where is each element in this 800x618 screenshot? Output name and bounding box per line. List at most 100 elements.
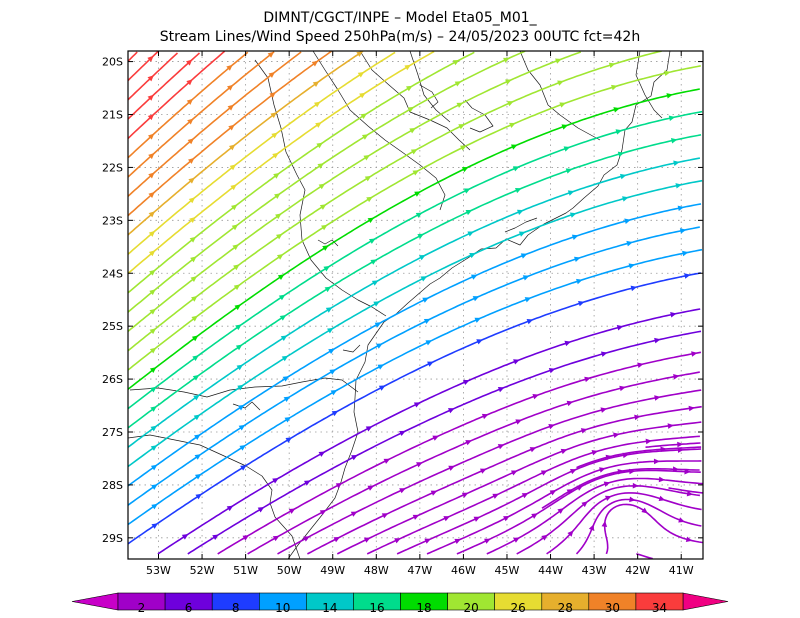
streamline-arrow bbox=[677, 205, 685, 212]
streamline-arrow bbox=[608, 62, 616, 69]
streamline-arrow bbox=[458, 124, 465, 130]
streamline-arrow bbox=[566, 400, 574, 407]
streamline-arrow bbox=[529, 447, 537, 453]
streamline-arrow bbox=[277, 274, 285, 280]
streamline bbox=[307, 405, 702, 555]
streamline-arrow bbox=[366, 196, 373, 203]
streamline bbox=[187, 330, 702, 555]
streamline-arrow bbox=[520, 253, 528, 259]
streamline-arrow bbox=[150, 406, 157, 412]
streamline-arrow bbox=[632, 482, 639, 489]
streamline-arrow bbox=[420, 276, 428, 282]
streamline-arrow bbox=[394, 538, 401, 544]
streamline-arrow bbox=[481, 413, 489, 420]
streamline-arrow bbox=[231, 204, 238, 211]
streamline bbox=[128, 51, 138, 62]
streamline-arrow bbox=[272, 478, 279, 484]
streamline-arrow bbox=[149, 269, 156, 276]
coastline-and-state-borders bbox=[128, 51, 671, 559]
streamline-arrow bbox=[330, 390, 338, 396]
streamline-arrow bbox=[518, 231, 526, 237]
streamline-arrow bbox=[278, 294, 286, 301]
streamline-arrow bbox=[187, 138, 194, 145]
streamline-arrow bbox=[351, 455, 358, 461]
streamline-arrow bbox=[194, 473, 202, 480]
lat-tick-label: 21S bbox=[102, 109, 123, 122]
streamline bbox=[128, 51, 275, 178]
streamline-arrow bbox=[274, 193, 281, 199]
streamline-arrow bbox=[272, 152, 279, 159]
streamline-arrow bbox=[232, 244, 239, 251]
streamline-arrow bbox=[235, 344, 243, 351]
streamline-arrow bbox=[150, 445, 158, 451]
streamline-arrow bbox=[613, 107, 620, 113]
streamline-arrow bbox=[467, 231, 474, 237]
streamline-arrow bbox=[226, 64, 233, 71]
streamline-arrow bbox=[272, 535, 280, 542]
streamline-arrow bbox=[605, 454, 613, 461]
streamline-arrow bbox=[658, 476, 665, 483]
streamline-arrow bbox=[285, 437, 293, 443]
streamline-arrow bbox=[413, 402, 421, 408]
streamline-arrow bbox=[367, 485, 375, 491]
streamline-arrow bbox=[561, 124, 569, 130]
streamline-arrow bbox=[312, 81, 320, 87]
streamline bbox=[366, 435, 700, 555]
streamline-arrow bbox=[510, 470, 518, 476]
streamline-arrow bbox=[584, 376, 591, 383]
streamline-arrow bbox=[188, 177, 195, 184]
streamline bbox=[645, 442, 701, 448]
streamline-arrow bbox=[430, 490, 438, 496]
streamline-arrow bbox=[512, 166, 520, 172]
streamline-arrow bbox=[367, 217, 375, 224]
streamline-arrow bbox=[509, 122, 516, 128]
streamline-arrow bbox=[350, 511, 358, 517]
streamline-arrow bbox=[324, 286, 332, 293]
streamline-arrow bbox=[492, 493, 499, 499]
streamline-arrow bbox=[427, 361, 434, 367]
streamline-arrow bbox=[319, 510, 327, 516]
border-line bbox=[519, 51, 601, 141]
streamline-arrow bbox=[514, 187, 522, 194]
streamline-arrow bbox=[516, 209, 524, 215]
streamline-arrow bbox=[147, 75, 154, 82]
streamline-arrow bbox=[424, 538, 431, 544]
streamline-arrow bbox=[288, 508, 296, 514]
streamline-arrow bbox=[151, 503, 158, 510]
streamline bbox=[128, 52, 201, 120]
border-line bbox=[342, 344, 361, 353]
streamline-arrow bbox=[513, 537, 520, 543]
streamline-arrow bbox=[399, 488, 406, 494]
streamline-arrow bbox=[268, 72, 275, 78]
streamline-arrow bbox=[151, 523, 158, 529]
streamline-arrow bbox=[452, 60, 460, 66]
streamline-arrow bbox=[267, 51, 275, 58]
streamline-arrow bbox=[374, 322, 382, 328]
streamline-arrow bbox=[383, 458, 391, 464]
streamline-arrow bbox=[233, 264, 240, 271]
streamline-arrow bbox=[360, 113, 368, 119]
streamline-arrow bbox=[186, 79, 193, 86]
streamline-arrow bbox=[576, 278, 583, 285]
streamline-arrow bbox=[321, 224, 328, 231]
streamline-arrow bbox=[672, 466, 679, 472]
streamline-arrow bbox=[637, 362, 644, 368]
streamline-arrow bbox=[588, 524, 595, 531]
streamline-arrow bbox=[148, 211, 155, 218]
streamline-arrow bbox=[315, 122, 322, 128]
lon-tick-label: 53W bbox=[146, 564, 171, 577]
streamline-arrow bbox=[564, 340, 571, 347]
streamline-arrow bbox=[513, 359, 520, 365]
streamline-arrow bbox=[684, 273, 691, 279]
streamline-arrow bbox=[473, 516, 481, 522]
streamline-arrow bbox=[526, 318, 534, 325]
colorbar-over-triangle bbox=[682, 592, 729, 611]
streamline bbox=[456, 469, 701, 555]
colorbar-label: 26 bbox=[511, 601, 526, 615]
colorbar-label: 20 bbox=[463, 601, 478, 615]
streamline-arrow bbox=[624, 218, 631, 224]
lat-tick-label: 22S bbox=[102, 161, 123, 174]
streamline-arrow bbox=[617, 469, 624, 475]
streamline-arrow bbox=[335, 483, 343, 489]
streamline-arrow bbox=[425, 340, 433, 346]
